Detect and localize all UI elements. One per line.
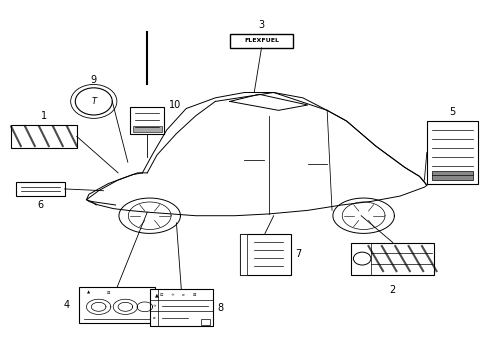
Text: 2: 2 xyxy=(389,285,395,296)
Bar xyxy=(351,243,433,275)
Text: ☆: ☆ xyxy=(152,304,156,308)
Text: ☆: ☆ xyxy=(170,293,174,297)
Bar xyxy=(229,33,292,48)
Text: ▲: ▲ xyxy=(87,291,90,294)
Bar xyxy=(239,234,290,275)
Bar xyxy=(11,125,77,148)
Bar xyxy=(426,121,477,184)
Text: FLEXFUEL: FLEXFUEL xyxy=(244,38,279,43)
Bar xyxy=(149,289,212,327)
Bar xyxy=(239,234,246,275)
Text: σ: σ xyxy=(182,293,184,297)
Text: 4: 4 xyxy=(63,300,69,310)
Text: 6: 6 xyxy=(37,200,43,210)
Text: 1: 1 xyxy=(41,111,47,121)
Bar xyxy=(130,107,164,134)
Bar xyxy=(79,287,154,323)
Text: 8: 8 xyxy=(217,303,224,313)
Text: ⊡: ⊡ xyxy=(160,293,163,297)
Bar xyxy=(201,319,210,325)
Bar xyxy=(16,182,64,196)
Text: 5: 5 xyxy=(448,108,454,117)
Text: ø: ø xyxy=(153,316,156,320)
Bar xyxy=(431,171,472,180)
Text: 9: 9 xyxy=(90,75,97,85)
Text: ⊟: ⊟ xyxy=(106,291,110,294)
Text: ⊟: ⊟ xyxy=(192,293,195,297)
Text: ▲: ▲ xyxy=(154,292,158,297)
Text: T: T xyxy=(91,97,96,106)
Bar xyxy=(132,126,162,132)
Text: 10: 10 xyxy=(169,100,181,110)
Text: 7: 7 xyxy=(295,249,301,259)
Text: 3: 3 xyxy=(258,20,264,30)
